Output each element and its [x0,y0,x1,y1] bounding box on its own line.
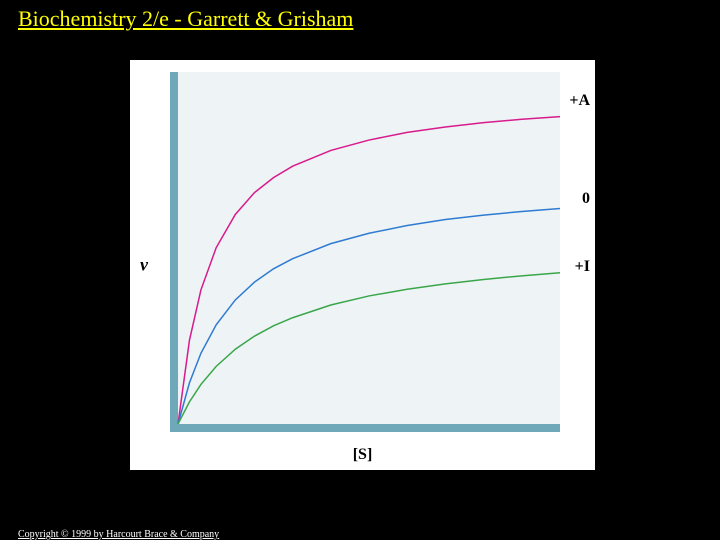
chart-container: +A 0 +I v [S] [130,60,595,470]
plot-area: +A 0 +I [178,72,560,424]
y-axis [170,72,178,432]
plot-frame: +A 0 +I [170,72,560,432]
x-axis-label: [S] [353,446,373,464]
curve-label-A: +A [569,92,590,110]
curve-+I [178,273,560,424]
curves-svg [178,72,560,424]
y-axis-label: v [140,255,148,276]
copyright-text: Copyright © 1999 by Harcourt Brace & Com… [18,529,219,540]
x-axis [170,424,560,432]
curve-0 [178,208,560,424]
curve-label-0: 0 [582,190,590,208]
curve-+A [178,117,560,424]
page-title: Biochemistry 2/e - Garrett & Grisham [18,6,353,32]
curve-label-I: +I [575,258,590,276]
